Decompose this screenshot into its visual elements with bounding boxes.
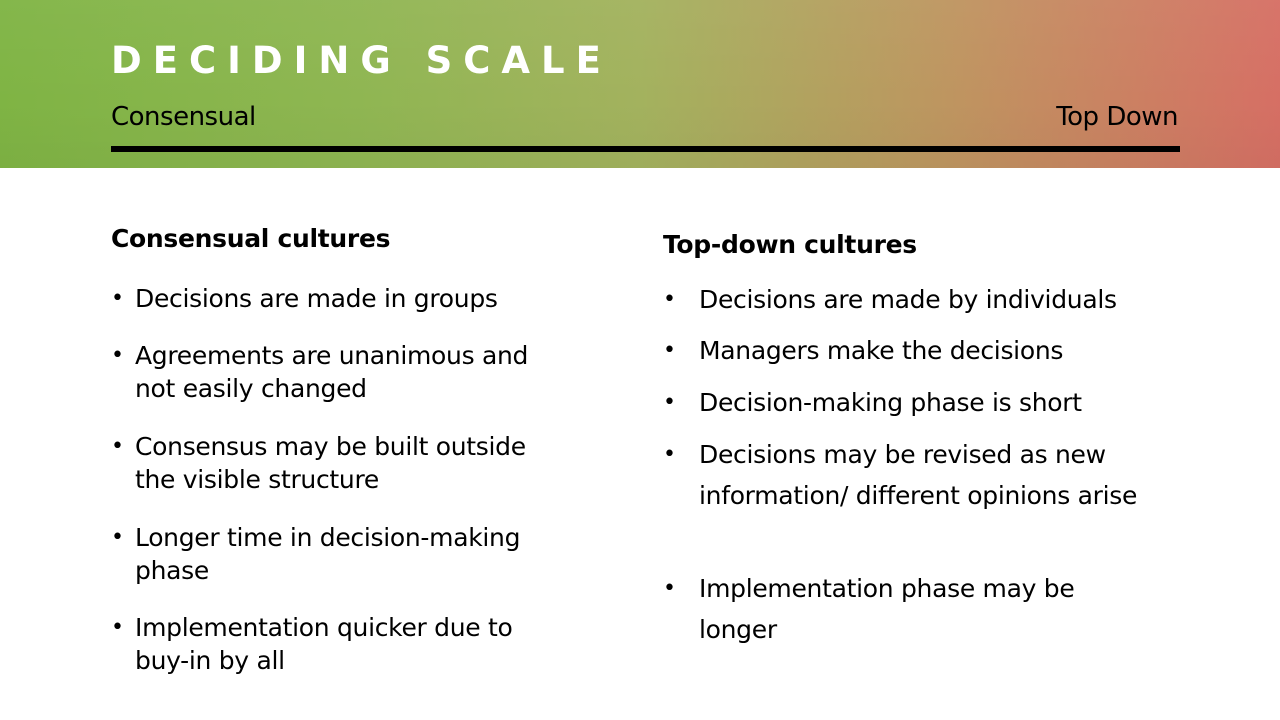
bullet-text: Decisions may be revised as new informat… <box>699 440 1138 510</box>
consensual-heading: Consensual cultures <box>111 224 391 253</box>
header-gradient-sheen <box>0 0 1280 168</box>
scale-right-label: Top Down <box>1056 102 1178 132</box>
scale-left-label: Consensual <box>111 102 256 132</box>
bullet-icon: • <box>111 286 124 311</box>
bullet-text: Agreements are unanimous and not easily … <box>135 341 529 403</box>
bullet-icon: • <box>111 343 124 368</box>
header-banner: DECIDING SCALE Consensual Top Down <box>0 0 1280 168</box>
top-down-heading: Top-down cultures <box>663 230 917 259</box>
bullet-icon: • <box>663 442 676 467</box>
bullet-icon: • <box>111 434 124 459</box>
bullet-text: Implementation phase may be longer <box>699 574 1075 644</box>
bullet-icon: • <box>663 287 676 312</box>
slide-title: DECIDING SCALE <box>111 39 612 82</box>
bullet-text: Decisions are made by individuals <box>699 285 1117 314</box>
bullet-text: Consensus may be built outside the visib… <box>135 432 526 494</box>
bullet-text: Decision-making phase is short <box>699 388 1082 417</box>
bullet-icon: • <box>663 390 676 415</box>
bullet-icon: • <box>111 525 124 550</box>
bullet-text: Longer time in decision-making phase <box>135 523 521 585</box>
bullet-text: Managers make the decisions <box>699 336 1064 365</box>
bullet-icon: • <box>111 615 124 640</box>
bullet-text: Implementation quicker due to buy-in by … <box>135 613 513 675</box>
bullet-icon: • <box>663 576 676 601</box>
bullet-icon: • <box>663 338 676 363</box>
scale-axis-line <box>111 146 1180 152</box>
bullet-text: Decisions are made in groups <box>135 284 498 313</box>
